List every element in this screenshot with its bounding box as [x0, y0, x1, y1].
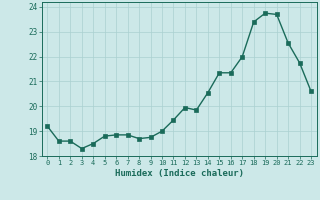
X-axis label: Humidex (Indice chaleur): Humidex (Indice chaleur) — [115, 169, 244, 178]
